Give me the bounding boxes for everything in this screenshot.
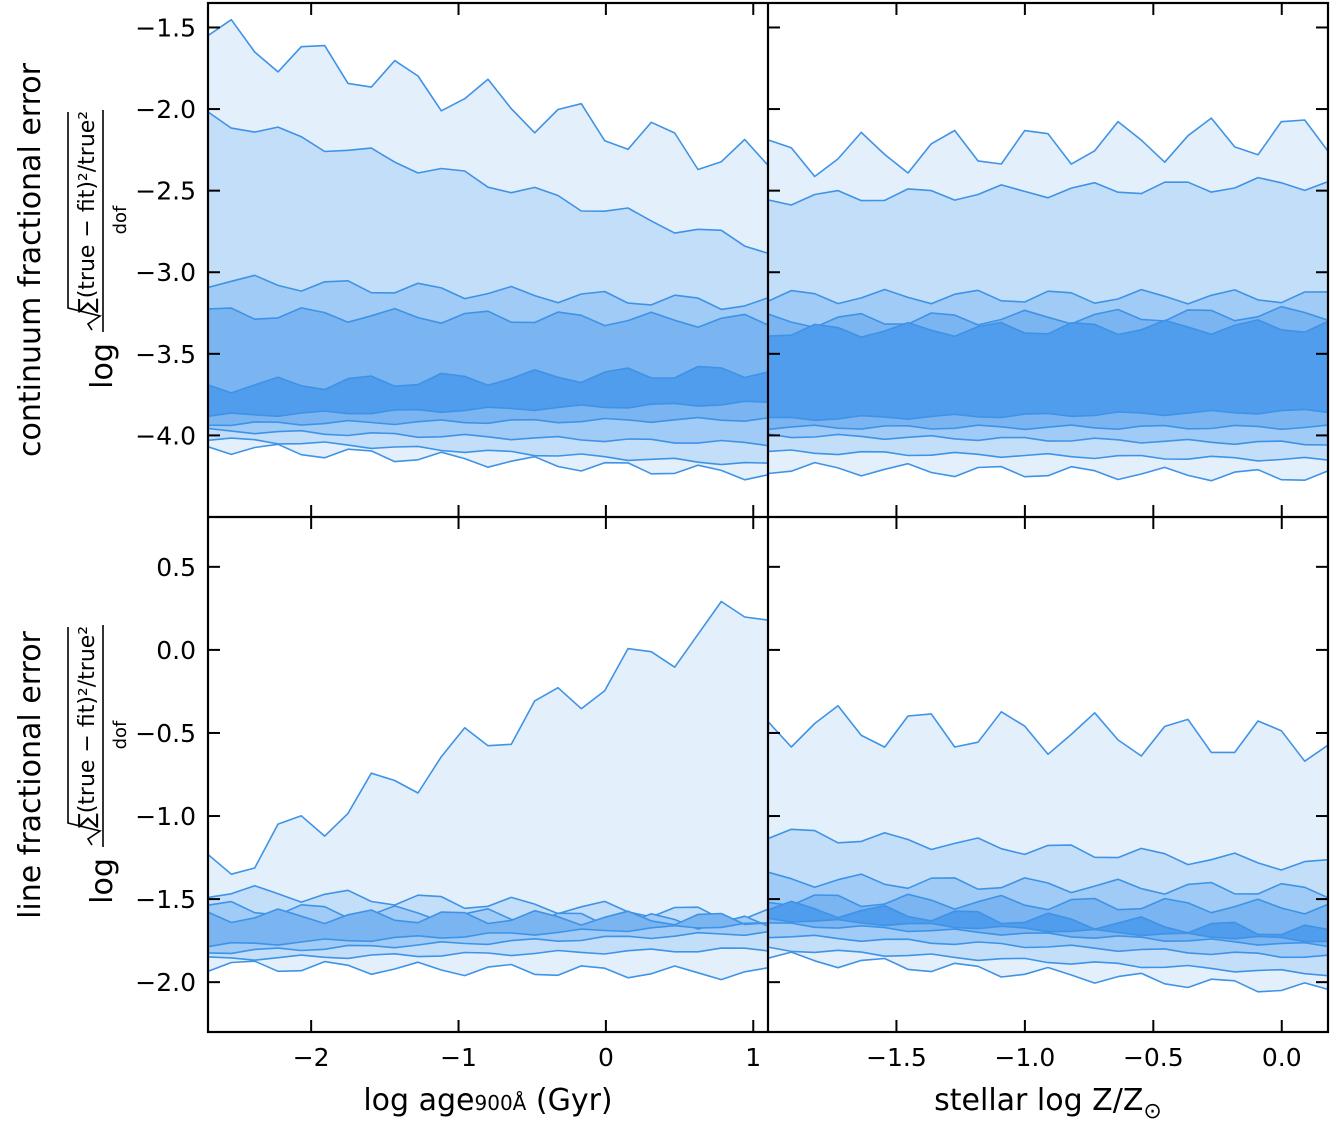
panel-top-right bbox=[768, 3, 1328, 517]
ylabel-line-title: line fractional error bbox=[13, 630, 48, 918]
contours-line-vs-metallicity bbox=[768, 705, 1328, 993]
ylabel-continuum-numerator: ∑(true − fit)²/true² bbox=[75, 111, 100, 313]
y-tick-label: −1.0 bbox=[135, 802, 196, 831]
ylabel-continuum-log: log bbox=[85, 343, 120, 389]
y-tick-label: −4.0 bbox=[135, 421, 196, 450]
contour-level-5 bbox=[208, 365, 768, 418]
y-tick-label: −0.5 bbox=[135, 719, 196, 748]
xlabel-age: log age900Å (Gyr) bbox=[363, 1083, 612, 1118]
y-tick-label: −2.0 bbox=[135, 95, 196, 124]
y-tick-label: −2.5 bbox=[135, 177, 196, 206]
x-tick-label: 1 bbox=[745, 1043, 761, 1072]
ylabel-line-sqrt bbox=[67, 627, 102, 846]
ylabel-line-numerator: ∑(true − fit)²/true² bbox=[75, 626, 100, 828]
xlabel-age-subscript: 900Å bbox=[475, 1091, 527, 1115]
contours-continuum-vs-age bbox=[208, 18, 768, 481]
ticks-top-left: −1.5 −2.0 −2.5 −3.0 −3.5 −4.0 bbox=[135, 3, 755, 517]
y-tick-label: −2.0 bbox=[135, 968, 196, 997]
x-tick-label: −1.5 bbox=[866, 1043, 927, 1072]
ylabel-line-denominator: dof bbox=[110, 720, 131, 749]
contour-level-5 bbox=[768, 319, 1328, 422]
contours-line-vs-age bbox=[208, 600, 768, 981]
y-tick-label: −3.0 bbox=[135, 258, 196, 287]
y-tick-label: −3.5 bbox=[135, 340, 196, 369]
x-tick-label: −1.0 bbox=[995, 1043, 1056, 1072]
y-tick-label: 0.0 bbox=[156, 636, 196, 665]
xlabel-age-suffix: (Gyr) bbox=[526, 1083, 612, 1118]
contour-level-4 bbox=[208, 908, 768, 948]
ylabel-continuum-denominator: dof bbox=[110, 205, 131, 234]
xlabel-metallicity-sun-symbol: ⊙ bbox=[1143, 1099, 1161, 1122]
y-tick-label: −1.5 bbox=[135, 13, 196, 42]
contour-level-1 bbox=[208, 600, 768, 981]
x-tick-label: −2 bbox=[293, 1043, 330, 1072]
contours-continuum-vs-metallicity bbox=[768, 117, 1328, 482]
y-tick-label: 0.5 bbox=[156, 553, 196, 582]
ylabel-line-log: log bbox=[85, 858, 120, 904]
ylabel-continuum-expression: log ∑(true − fit)²/true² dof bbox=[67, 110, 131, 389]
x-tick-label: 0 bbox=[598, 1043, 614, 1072]
ylabel-line-expression: log ∑(true − fit)²/true² dof bbox=[67, 625, 131, 904]
x-tick-label: −1 bbox=[440, 1043, 477, 1072]
panel-bottom-left: 0.5 0.0 −0.5 −1.0 −1.5 −2.0 −2 −1 0 1 bbox=[135, 517, 768, 1072]
panel-bottom-right: −1.5 −1.0 −0.5 0.0 bbox=[768, 517, 1328, 1072]
contour-level-5 bbox=[768, 900, 1328, 943]
x-tick-label: −0.5 bbox=[1123, 1043, 1184, 1072]
xlabel-age-prefix: log age bbox=[363, 1083, 474, 1118]
x-tick-label: 0.0 bbox=[1262, 1043, 1302, 1072]
y-tick-label: −1.5 bbox=[135, 885, 196, 914]
xlabel-metallicity: stellar log Z/Z⊙ bbox=[934, 1083, 1162, 1122]
ylabel-continuum-sqrt bbox=[67, 112, 102, 331]
ticks-bottom-right: −1.5 −1.0 −0.5 0.0 bbox=[768, 517, 1328, 1072]
ticks-top-right bbox=[768, 3, 1328, 517]
ticks-bottom-left: 0.5 0.0 −0.5 −1.0 −1.5 −2.0 −2 −1 0 1 bbox=[135, 517, 761, 1072]
ylabel-continuum-title: continuum fractional error bbox=[13, 62, 48, 457]
panel-top-left: −1.5 −2.0 −2.5 −3.0 −3.5 −4.0 bbox=[135, 3, 768, 517]
xlabel-metallicity-prefix: stellar log Z/Z bbox=[934, 1083, 1143, 1118]
